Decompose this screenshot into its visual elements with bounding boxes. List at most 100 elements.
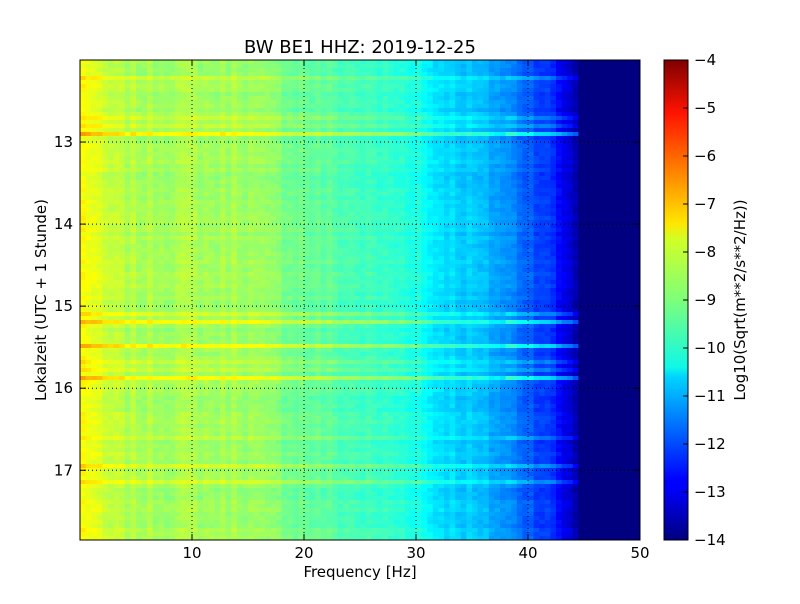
heatmap-cell xyxy=(237,108,243,113)
heatmap-cell xyxy=(584,160,590,165)
heatmap-cell xyxy=(455,64,461,69)
heatmap-cell xyxy=(114,64,120,69)
heatmap-cell xyxy=(562,96,568,101)
heatmap-cell xyxy=(265,204,271,209)
heatmap-cell xyxy=(405,128,411,133)
heatmap-cell xyxy=(618,228,624,233)
heatmap-cell xyxy=(153,116,159,121)
heatmap-cell xyxy=(338,192,344,197)
heatmap-cell xyxy=(528,108,534,113)
heatmap-cell xyxy=(528,144,534,149)
heatmap-cell xyxy=(629,224,635,229)
heatmap-cell xyxy=(164,124,170,129)
heatmap-cell xyxy=(231,196,237,201)
heatmap-cell xyxy=(455,108,461,113)
heatmap-cell xyxy=(287,200,293,205)
heatmap-cell xyxy=(578,60,584,65)
heatmap-cell xyxy=(399,204,405,209)
heatmap-cell xyxy=(170,144,176,149)
heatmap-cell xyxy=(394,156,400,161)
heatmap-cell xyxy=(349,120,355,125)
heatmap-cell xyxy=(416,80,422,85)
heatmap-cell xyxy=(584,204,590,209)
heatmap-cell xyxy=(623,212,629,217)
heatmap-cell xyxy=(629,72,635,77)
heatmap-cell xyxy=(203,212,209,217)
heatmap-cell xyxy=(478,180,484,185)
heatmap-cell xyxy=(438,200,444,205)
heatmap-cell xyxy=(80,124,86,129)
heatmap-cell xyxy=(254,80,260,85)
heatmap-cell xyxy=(349,208,355,213)
heatmap-cell xyxy=(584,84,590,89)
heatmap-cell xyxy=(461,236,467,241)
heatmap-cell xyxy=(422,256,428,261)
heatmap-cell xyxy=(276,60,282,65)
heatmap-cell xyxy=(130,156,136,161)
heatmap-cell xyxy=(80,128,86,133)
heatmap-cell xyxy=(595,132,601,137)
heatmap-cell xyxy=(618,208,624,213)
heatmap-cell xyxy=(310,168,316,173)
heatmap-cell xyxy=(326,256,332,261)
heatmap-cell xyxy=(254,208,260,213)
heatmap-cell xyxy=(242,248,248,253)
heatmap-cell xyxy=(97,156,103,161)
heatmap-cell xyxy=(539,100,545,105)
heatmap-cell xyxy=(399,72,405,77)
heatmap-cell xyxy=(612,120,618,125)
heatmap-cell xyxy=(119,100,125,105)
heatmap-cell xyxy=(102,84,108,89)
heatmap-cell xyxy=(590,92,596,97)
heatmap-cell xyxy=(130,144,136,149)
heatmap-cell xyxy=(114,108,120,113)
heatmap-cell xyxy=(114,104,120,109)
heatmap-cell xyxy=(466,84,472,89)
heatmap-cell xyxy=(461,152,467,157)
heatmap-cell xyxy=(466,148,472,153)
heatmap-cell xyxy=(248,64,254,69)
heatmap-cell xyxy=(517,92,523,97)
heatmap-cell xyxy=(86,84,92,89)
heatmap-cell xyxy=(595,124,601,129)
heatmap-cell xyxy=(114,116,120,121)
heatmap-cell xyxy=(259,152,265,157)
heatmap-cell xyxy=(360,88,366,93)
heatmap-cell xyxy=(310,88,316,93)
heatmap-cell xyxy=(556,200,562,205)
heatmap-cell xyxy=(338,116,344,121)
heatmap-cell xyxy=(500,80,506,85)
heatmap-cell xyxy=(494,256,500,261)
heatmap-cell xyxy=(528,192,534,197)
heatmap-cell xyxy=(584,248,590,253)
heatmap-cell xyxy=(466,80,472,85)
heatmap-cell xyxy=(433,168,439,173)
heatmap-cell xyxy=(394,252,400,257)
heatmap-cell xyxy=(147,236,153,241)
heatmap-cell xyxy=(153,232,159,237)
heatmap-cell xyxy=(517,156,523,161)
heatmap-cell xyxy=(517,252,523,257)
heatmap-cell xyxy=(550,184,556,189)
heatmap-cell xyxy=(438,68,444,73)
heatmap-cell xyxy=(125,236,131,241)
heatmap-cell xyxy=(612,84,618,89)
heatmap-cell xyxy=(293,236,299,241)
heatmap-cell xyxy=(489,240,495,245)
heatmap-cell xyxy=(545,172,551,177)
heatmap-cell xyxy=(214,188,220,193)
heatmap-cell xyxy=(573,164,579,169)
heatmap-cell xyxy=(326,188,332,193)
heatmap-cell xyxy=(125,156,131,161)
heatmap-cell xyxy=(354,92,360,97)
heatmap-cell xyxy=(601,112,607,117)
heatmap-cell xyxy=(478,72,484,77)
heatmap-cell xyxy=(466,180,472,185)
heatmap-cell xyxy=(500,224,506,229)
heatmap-cell xyxy=(130,68,136,73)
heatmap-cell xyxy=(102,144,108,149)
heatmap-cell xyxy=(388,100,394,105)
heatmap-cell xyxy=(265,120,271,125)
heatmap-cell xyxy=(405,140,411,145)
heatmap-cell xyxy=(220,144,226,149)
